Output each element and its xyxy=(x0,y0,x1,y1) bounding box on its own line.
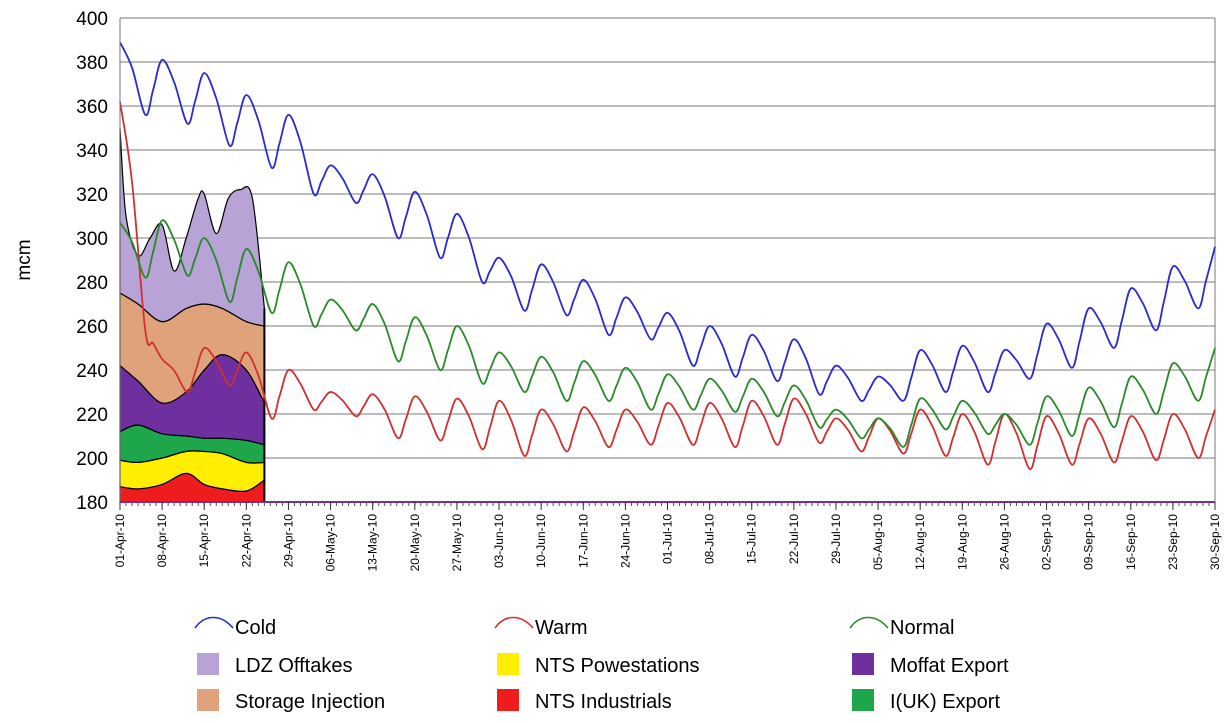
x-tick-label: 17-Jun-10 xyxy=(576,514,590,568)
y-tick-label: 200 xyxy=(76,449,108,470)
x-tick-label: 05-Aug-10 xyxy=(871,514,885,570)
x-tick-label: 16-Sep-10 xyxy=(1124,514,1138,570)
x-tick-label: 12-Aug-10 xyxy=(913,514,927,570)
legend-label-normal: Normal xyxy=(890,617,954,639)
x-tick-label: 13-May-10 xyxy=(366,514,380,572)
legend-swatch-nts-industrials xyxy=(497,689,519,711)
x-tick-label: 20-May-10 xyxy=(408,514,422,572)
x-tick-label: 27-May-10 xyxy=(450,514,464,572)
x-tick-label: 15-Apr-10 xyxy=(197,514,211,568)
legend-label-storage-injection: Storage Injection xyxy=(235,691,385,713)
x-tick-label: 03-Jun-10 xyxy=(492,514,506,568)
series-line-normal xyxy=(119,219,1216,448)
legend-swatch-i-uk-export xyxy=(852,689,874,711)
y-tick-label: 380 xyxy=(76,53,108,74)
y-tick-label: 400 xyxy=(76,9,108,30)
legend-label-nts-powestations: NTS Powestations xyxy=(535,655,700,677)
y-tick-label: 280 xyxy=(76,273,108,294)
x-tick-label: 08-Apr-10 xyxy=(155,514,169,568)
x-tick-label: 15-Jul-10 xyxy=(745,514,759,564)
legend-swatch-ldz-offtakes xyxy=(197,653,219,675)
legend-swatch-cold xyxy=(194,616,234,629)
x-tick-label: 29-Apr-10 xyxy=(281,514,295,568)
y-tick-label: 340 xyxy=(76,141,108,162)
y-tick-label: 300 xyxy=(76,229,108,250)
y-tick-label: 320 xyxy=(76,185,108,206)
y-tick-label: 240 xyxy=(76,361,108,382)
x-tick-label: 22-Apr-10 xyxy=(239,514,253,568)
y-tick-label: 220 xyxy=(76,405,108,426)
x-tick-label: 26-Aug-10 xyxy=(997,514,1011,570)
x-tick-label: 01-Jul-10 xyxy=(661,514,675,564)
x-tick-label: 22-Jul-10 xyxy=(787,514,801,564)
series-line-cold xyxy=(119,41,1216,402)
x-tick-label: 23-Sep-10 xyxy=(1166,514,1180,570)
x-tick-label: 10-Jun-10 xyxy=(534,514,548,568)
legend-label-nts-industrials: NTS Industrials xyxy=(535,691,672,713)
legend-label-ldz-offtakes: LDZ Offtakes xyxy=(235,655,352,677)
legend-swatch-normal xyxy=(849,616,889,629)
x-tick-label: 09-Sep-10 xyxy=(1082,514,1096,570)
legend-swatch-moffat-export xyxy=(852,653,874,675)
x-tick-label: 08-Jul-10 xyxy=(703,514,717,564)
x-tick-label: 29-Jul-10 xyxy=(829,514,843,564)
y-tick-label: 180 xyxy=(76,493,108,514)
x-tick-label: 24-Jun-10 xyxy=(618,514,632,568)
x-tick-label: 02-Sep-10 xyxy=(1040,514,1054,570)
x-tick-label: 01-Apr-10 xyxy=(113,514,127,568)
legend-label-moffat-export: Moffat Export xyxy=(890,655,1009,677)
y-tick-label: 260 xyxy=(76,317,108,338)
legend-label-i-uk-export: I(UK) Export xyxy=(890,691,1000,713)
legend-swatch-storage-injection xyxy=(197,689,219,711)
area-ldz-offtakes xyxy=(119,127,265,327)
x-tick-label: 06-May-10 xyxy=(324,514,338,572)
legend-swatch-warm xyxy=(494,616,534,629)
x-tick-label: 30-Sep-10 xyxy=(1208,514,1222,570)
y-axis-title: mcm xyxy=(14,239,35,280)
y-tick-label: 360 xyxy=(76,97,108,118)
legend-swatch-nts-powestations xyxy=(497,653,519,675)
series-line-warm xyxy=(119,101,1216,470)
x-tick-label: 19-Aug-10 xyxy=(955,514,969,570)
legend-label-warm: Warm xyxy=(535,617,588,639)
legend-label-cold: Cold xyxy=(235,617,276,639)
